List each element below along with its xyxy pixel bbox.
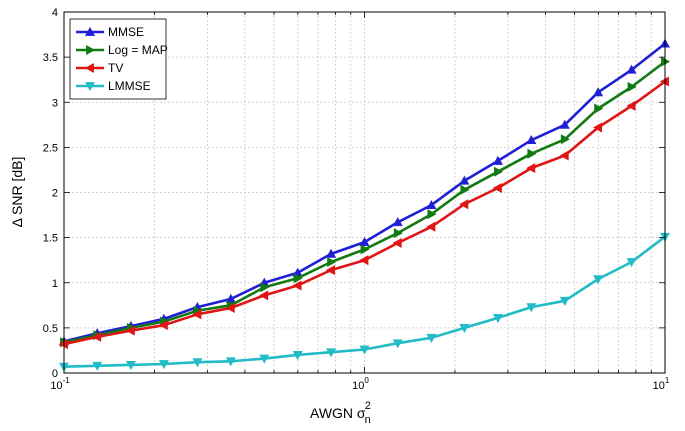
x-tick-label-exp: 1 (665, 376, 670, 385)
legend-entry: Log = MAP (76, 43, 168, 57)
x-axis-title-sub: n (365, 414, 371, 426)
data-point (259, 290, 269, 301)
data-point (559, 296, 570, 306)
y-tick-label: 2.5 (43, 142, 58, 154)
data-point (125, 360, 136, 370)
data-point (327, 256, 337, 268)
data-point (293, 273, 303, 284)
x-tick-label-base: 10 (352, 380, 364, 392)
x-tick-label: 101 (653, 376, 670, 392)
data-point (492, 182, 502, 193)
data-point (325, 265, 335, 276)
data-point (225, 357, 236, 367)
data-point (426, 333, 437, 343)
data-point (392, 217, 403, 227)
data-point (259, 354, 270, 364)
legend-swatch-marker (84, 82, 96, 92)
data-point (459, 323, 470, 333)
legend: MMSE Log = MAP TV LMMSE (69, 18, 168, 100)
data-point (626, 100, 636, 111)
data-point (626, 64, 637, 74)
y-tick-label: 3 (52, 97, 58, 109)
x-tick-label: 100 (352, 376, 369, 392)
series-lmmse (58, 232, 671, 372)
data-point (92, 331, 102, 342)
data-point (326, 348, 337, 358)
y-tick-label: 1.5 (43, 233, 58, 245)
data-point (492, 314, 503, 324)
data-point (526, 303, 537, 313)
data-point (593, 275, 604, 285)
data-point (392, 238, 402, 249)
data-point (393, 228, 403, 239)
data-point (359, 345, 370, 355)
data-point (125, 325, 135, 336)
data-point (360, 244, 370, 255)
y-tick-label: 0.5 (43, 323, 58, 335)
y-tick-label: 2 (52, 188, 58, 200)
data-point (92, 361, 103, 371)
data-point (292, 280, 302, 291)
data-point (559, 119, 570, 129)
y-tick-label: 0 (52, 368, 58, 380)
data-point (526, 135, 537, 145)
data-point (559, 150, 569, 161)
y-tick-label: 1 (52, 278, 58, 290)
data-point (592, 122, 603, 133)
data-point (593, 87, 604, 97)
data-point (426, 200, 437, 210)
data-point (392, 339, 403, 349)
x-tick-label-base: 10 (50, 380, 62, 392)
data-point (460, 184, 470, 195)
data-point (426, 221, 436, 232)
data-point (225, 303, 235, 314)
x-tick-label: 10-1 (50, 376, 70, 392)
x-axis-title-sup: 2 (365, 400, 371, 412)
y-tick-label: 4 (52, 7, 58, 19)
data-point (359, 255, 369, 266)
data-point (158, 360, 169, 370)
legend-swatch-marker (84, 62, 94, 74)
legend-entry: LMMSE (76, 79, 151, 93)
data-point (627, 81, 637, 92)
legend-label: LMMSE (108, 79, 151, 93)
legend-label: Log = MAP (108, 43, 168, 57)
y-axis-title: Δ SNR [dB] (9, 157, 25, 228)
x-tick-label-exp: 0 (364, 376, 369, 385)
legend-entry: MMSE (76, 25, 144, 39)
data-point (192, 309, 202, 320)
data-point (427, 209, 437, 220)
x-axis-title-main: AWGN σ (310, 405, 366, 421)
legend-entry: TV (76, 61, 123, 75)
data-point (260, 282, 270, 293)
data-point (459, 199, 469, 210)
data-point (560, 134, 570, 145)
data-point (359, 237, 370, 247)
legend-label: MMSE (108, 25, 144, 39)
data-point (526, 163, 536, 174)
x-tick-label-exp: -1 (63, 376, 71, 385)
grid (64, 12, 665, 373)
legend-label: TV (108, 61, 123, 75)
y-tick-label: 3.5 (43, 52, 58, 64)
legend-swatch-marker (86, 44, 96, 56)
series-layer (58, 38, 671, 372)
legend-swatch-marker (84, 26, 96, 36)
data-point (494, 166, 504, 177)
data-point (626, 258, 637, 268)
data-point (292, 351, 303, 361)
data-point (594, 103, 604, 114)
data-point (492, 155, 503, 165)
x-tick-label-base: 10 (653, 380, 665, 392)
data-point (459, 175, 470, 185)
ticks (64, 11, 665, 374)
data-point (192, 358, 203, 368)
x-axis-title: AWGN σn 2 (310, 400, 371, 426)
data-point (527, 148, 537, 159)
data-point (158, 320, 168, 331)
data-point (326, 248, 337, 258)
